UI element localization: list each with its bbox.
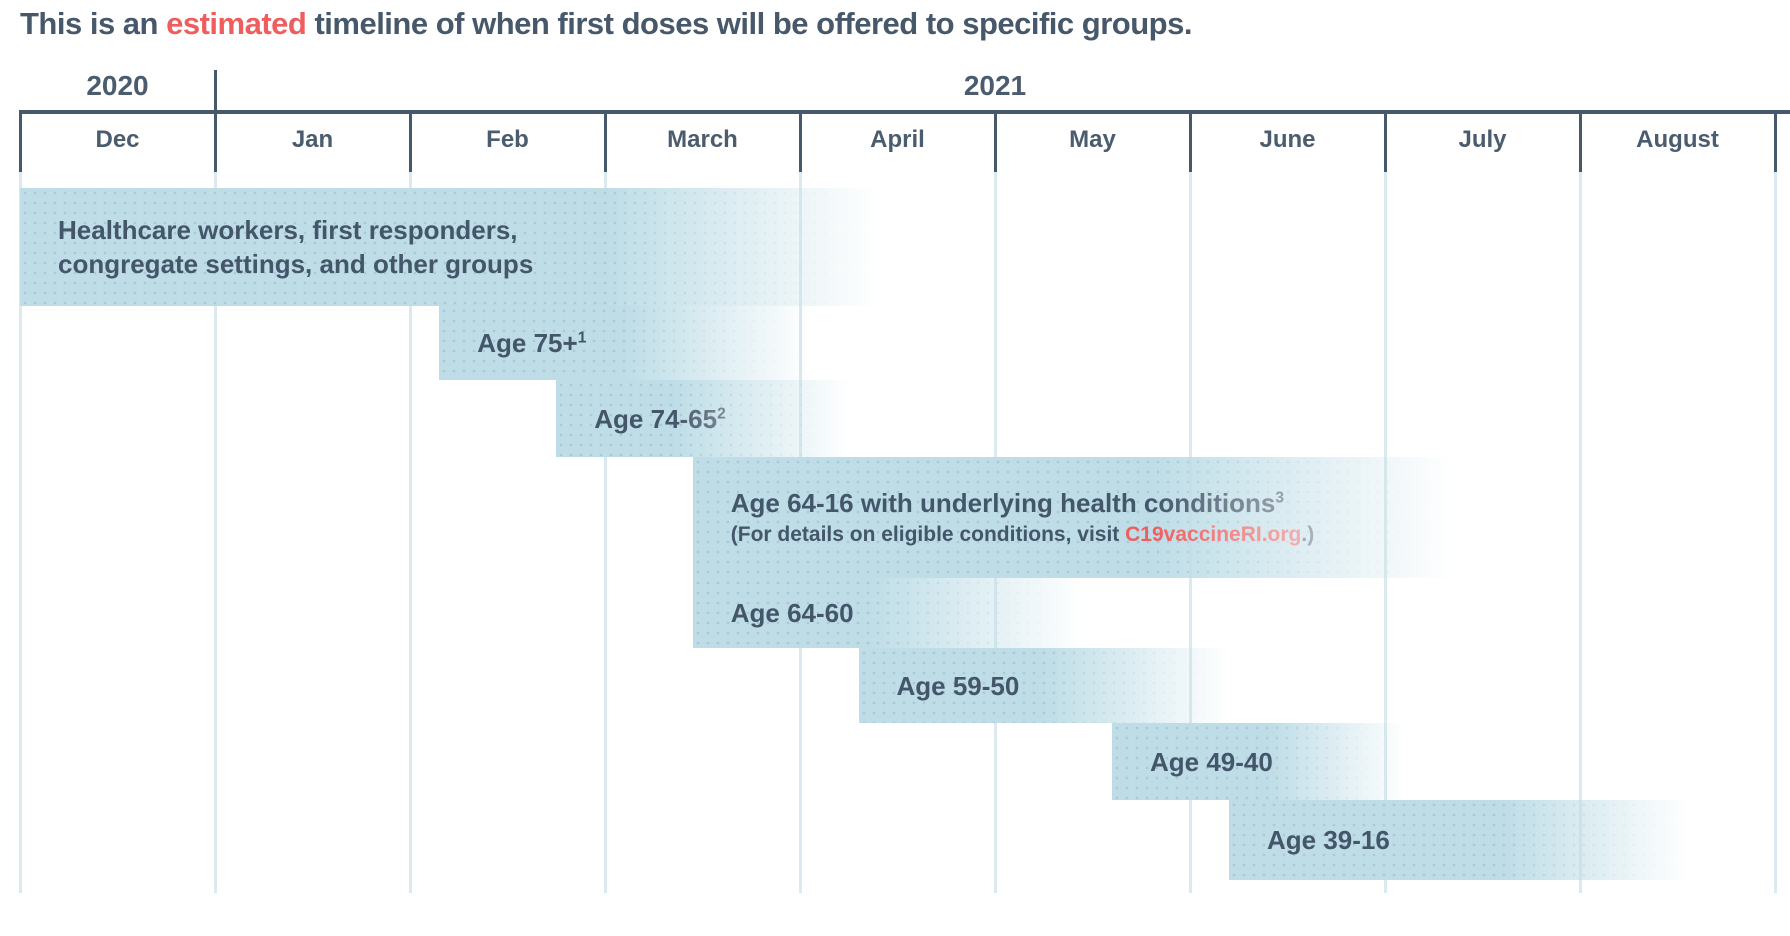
footnote-superscript: 1 [577,329,587,347]
gantt-bar-2: Age 74-652 [556,380,849,457]
month-label-dec: Dec [95,126,140,153]
bar-label: Age 64-16 with underlying health conditi… [730,487,1285,518]
gantt-bar-5: Age 59-50 [858,648,1229,723]
footnote-superscript: 2 [717,404,726,422]
page-title: This is an estimated timeline of when fi… [20,6,1192,42]
month-boundary-tick [214,110,217,172]
title-text-prefix: This is an [20,6,167,41]
month-boundary-tick [604,110,607,172]
bar-label: congregate settings, and other groups [58,249,534,279]
month-label-june: June [1259,126,1316,153]
month-gridline [409,172,412,893]
month-boundary-tick [19,110,22,172]
bar-label: Age 39-16 [1267,825,1390,855]
month-gridline [1579,172,1582,893]
year-label-2020: 2020 [86,70,149,101]
bar-sublabel: (For details on eligible conditions, vis… [730,522,1315,546]
gantt-bar-0: Healthcare workers, first responders, con… [20,188,878,306]
month-boundary-tick [799,110,802,172]
gantt-bar-1: Age 75+1 [439,306,810,380]
bar-label: Age 49-40 [1150,746,1273,777]
month-label-jan: Jan [291,126,334,153]
month-boundary-tick [1384,110,1387,172]
month-label-april: April [870,126,925,153]
month-boundary-tick [1774,110,1777,172]
title-text-suffix: timeline of when first doses will be off… [306,6,1192,41]
year-divider-tick [214,70,217,110]
month-label-july: July [1458,126,1507,153]
month-label-feb: Feb [486,126,529,153]
month-gridline [604,172,607,893]
month-label-march: March [667,126,738,153]
bar-label: Age 64-60 [730,598,854,628]
bar-label: Age 75+1 [477,328,587,358]
month-boundary-tick [1189,110,1192,172]
bar-label: Age 59-50 [896,670,1020,701]
footnote-superscript: 3 [1275,488,1285,506]
gantt-bar-6: Age 49-40 [1112,723,1405,800]
gantt-bar-4: Age 64-60 [692,578,1083,648]
bar-label: Age 74-652 [594,403,726,434]
month-label-may: May [1069,126,1116,153]
gantt-bar-3: Age 64-16 with underlying health conditi… [692,457,1454,578]
month-boundary-tick [409,110,412,172]
gantt-bar-7: Age 39-16 [1229,800,1688,880]
c19vaccineri-link[interactable]: C19vaccineRI.org [1125,522,1302,546]
year-label-2021: 2021 [963,70,1027,101]
month-gridline [19,172,22,893]
month-gridline [214,172,217,893]
month-boundary-tick [994,110,997,172]
axis-top-border [20,110,1790,114]
title-highlight: estimated [166,6,307,41]
month-gridline [1774,172,1777,893]
bar-label: Healthcare workers, first responders, [58,215,518,245]
month-label-august: August [1636,126,1719,153]
month-boundary-tick [1579,110,1582,172]
